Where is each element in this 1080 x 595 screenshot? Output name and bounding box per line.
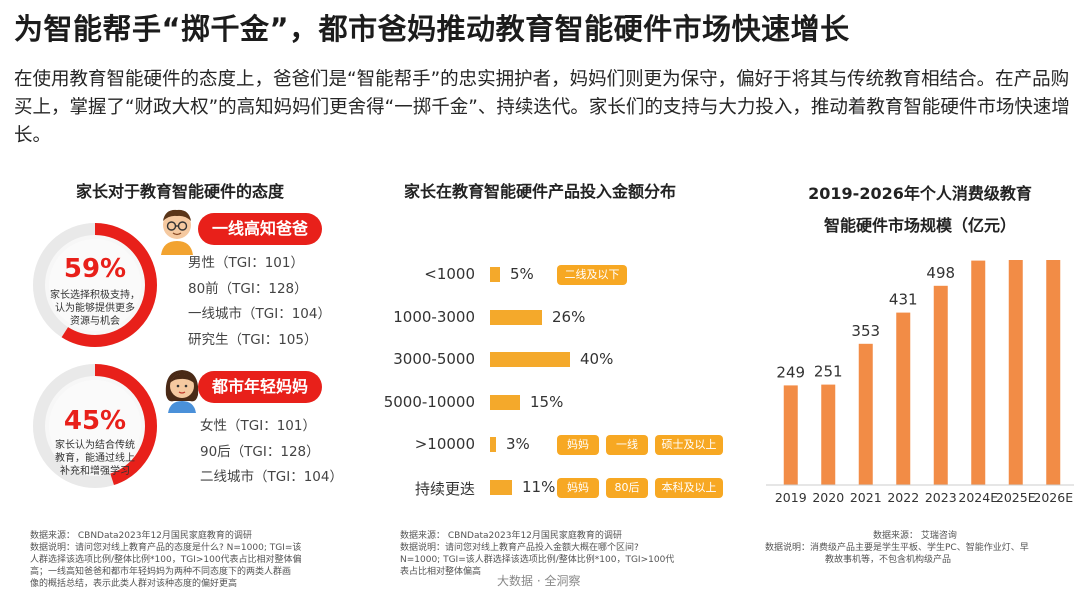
dad-avatar-icon	[161, 209, 193, 255]
bar-value-label: 5%	[510, 265, 534, 283]
market-year-label: 2023	[925, 490, 957, 505]
market-bar	[896, 312, 911, 485]
audience-tag-pill: 本科及以上	[655, 477, 723, 498]
market-size-bar-chart: 2492019251202035320214312022498202356120…	[766, 260, 1074, 505]
mom-percentage: 45%	[63, 406, 127, 436]
bar-mark	[490, 394, 520, 410]
mom-description: 家长认为结合传统 教育，能通过线上 补充和增强学习	[55, 440, 135, 477]
mom-attr-age: 90后（TGI：128）	[200, 443, 320, 460]
market-value-label: 431	[889, 291, 918, 309]
market-year-label: 2024E	[958, 490, 998, 505]
dad-attribute-list: 男性（TGI：101） 80前（TGI：128） 一线城市（TGI：104） 研…	[188, 251, 331, 353]
dad-donut-arc	[33, 223, 157, 347]
market-bar	[858, 343, 873, 485]
mom-attr-gender: 女性（TGI：101）	[200, 418, 316, 434]
market-bar	[1008, 260, 1023, 485]
bar-value-label: 3%	[506, 435, 530, 453]
market-bar	[971, 260, 986, 485]
audience-tag-pill: 硕士及以上	[655, 435, 723, 455]
page-title: 为智能帮手“掷千金”，都市爸妈推动教育智能硬件市场快速增长	[14, 12, 850, 46]
bar-category-label: 持续更迭	[414, 479, 475, 498]
market-bar	[1046, 260, 1061, 486]
audience-tag-pill: 妈妈	[557, 477, 599, 498]
bar-value-label: 15%	[530, 392, 564, 411]
market-value-label: 498	[926, 264, 955, 282]
mom-avatar-icon	[165, 370, 199, 413]
bar-value-label: 11%	[522, 477, 556, 496]
dad-persona-tag: 一线高知爸爸	[198, 213, 323, 245]
bar-category-label: 1000-3000	[393, 307, 475, 326]
bar-mark	[490, 352, 570, 367]
bar-category-label: <1000	[424, 265, 475, 283]
market-value-label: 251	[814, 363, 843, 381]
market-year-label: 2026E	[1033, 490, 1073, 505]
market-year-label: 2019	[775, 490, 807, 505]
market-year-label: 2025E	[996, 490, 1036, 505]
market-bar	[783, 385, 798, 485]
bar-category-label: 5000-10000	[383, 392, 475, 411]
bar-category-label: >10000	[414, 435, 475, 453]
bar-value-label: 40%	[580, 350, 614, 368]
dad-attr-age: 80前（TGI：128）	[188, 280, 308, 297]
dad-attr-city: 一线城市（TGI：104）	[188, 306, 331, 322]
bar-mark	[490, 267, 500, 282]
mom-persona-tag: 都市年轻妈妈	[198, 371, 323, 403]
audience-tag-pill: 80后	[606, 477, 648, 498]
right-panel-title: 2019-2026年个人消费级教育 智能硬件市场规模（亿元）	[808, 184, 1032, 235]
market-bar	[821, 384, 836, 485]
intro-paragraph: 在使用教育智能硬件的态度上，爸爸们是“智能帮手”的忠实拥护者，妈妈们则更为保守，…	[14, 69, 1070, 146]
market-year-label: 2020	[812, 490, 844, 505]
mom-donut-arc	[33, 364, 157, 488]
market-value-label: 353	[851, 322, 880, 340]
mom-donut-chart	[33, 364, 157, 488]
middle-panel-title: 家长在教育智能硬件产品投入金额分布	[403, 182, 676, 201]
market-bar	[933, 285, 948, 485]
bar-value-label: 26%	[552, 307, 586, 326]
dad-attr-education: 研究生（TGI：105）	[188, 331, 318, 348]
audience-tag-pill: 一线	[606, 435, 648, 455]
bar-mark	[490, 309, 542, 325]
market-year-label: 2022	[887, 490, 919, 505]
audience-tag-pill: 妈妈	[557, 435, 599, 455]
dad-percentage: 59%	[63, 254, 127, 284]
middle-source-note: 数据来源： CBNData2023年12月国民家庭教育的调研 数据说明：请问您对…	[400, 531, 675, 577]
mom-attribute-list: 女性（TGI：101） 90后（TGI：128） 二线城市（TGI：104）	[200, 414, 343, 491]
dad-donut-chart	[33, 223, 157, 347]
bar-category-label: 3000-5000	[393, 350, 475, 368]
mom-attr-city: 二线城市（TGI：104）	[200, 469, 343, 485]
bar-mark	[490, 437, 496, 452]
market-year-label: 2021	[850, 490, 882, 505]
dad-attr-gender: 男性（TGI：101）	[188, 255, 304, 271]
market-value-label: 249	[776, 363, 805, 381]
left-source-note: 数据来源： CBNData2023年12月国民家庭教育的调研 数据说明：请问您对…	[30, 531, 302, 589]
left-panel-title: 家长对于教育智能硬件的态度	[75, 182, 284, 201]
bar-mark	[490, 479, 512, 495]
watermark: 大数据 · 全洞察	[497, 574, 581, 588]
dad-description: 家长选择积极支持， 认为能够提供更多 资源与机会	[50, 290, 140, 327]
right-source-note: 数据来源： 艾瑞咨询 数据说明：消费级产品主要是学生平板、学生PC、智能作业灯、…	[765, 531, 1029, 565]
audience-tag-pill: 二线及以下	[557, 265, 627, 285]
